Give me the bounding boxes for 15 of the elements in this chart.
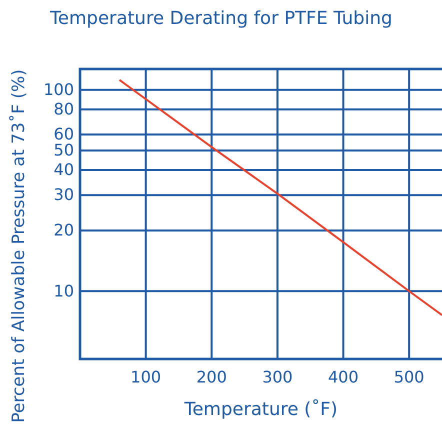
chart-title: Temperature Derating for PTFE Tubing [49,8,392,29]
x-axis-title: Temperature (˚F) [183,399,338,420]
x-tick-label: 400 [328,367,359,386]
x-tick-label: 300 [262,367,293,386]
y-tick-label: 20 [54,220,74,240]
x-tick-label: 200 [196,367,227,386]
x-tick-label: 500 [394,367,424,386]
y-axis-title: Percent of Allowable Pressure at 73˚F (%) [9,69,29,423]
x-tick-label: 100 [130,367,162,386]
y-tick-label: 100 [43,80,74,100]
y-tick-label: 10 [54,281,74,300]
y-tick-label: 40 [54,160,74,180]
y-tick-label: 30 [54,185,74,204]
line-series [118,78,442,316]
y-tick-label: 80 [54,100,74,119]
